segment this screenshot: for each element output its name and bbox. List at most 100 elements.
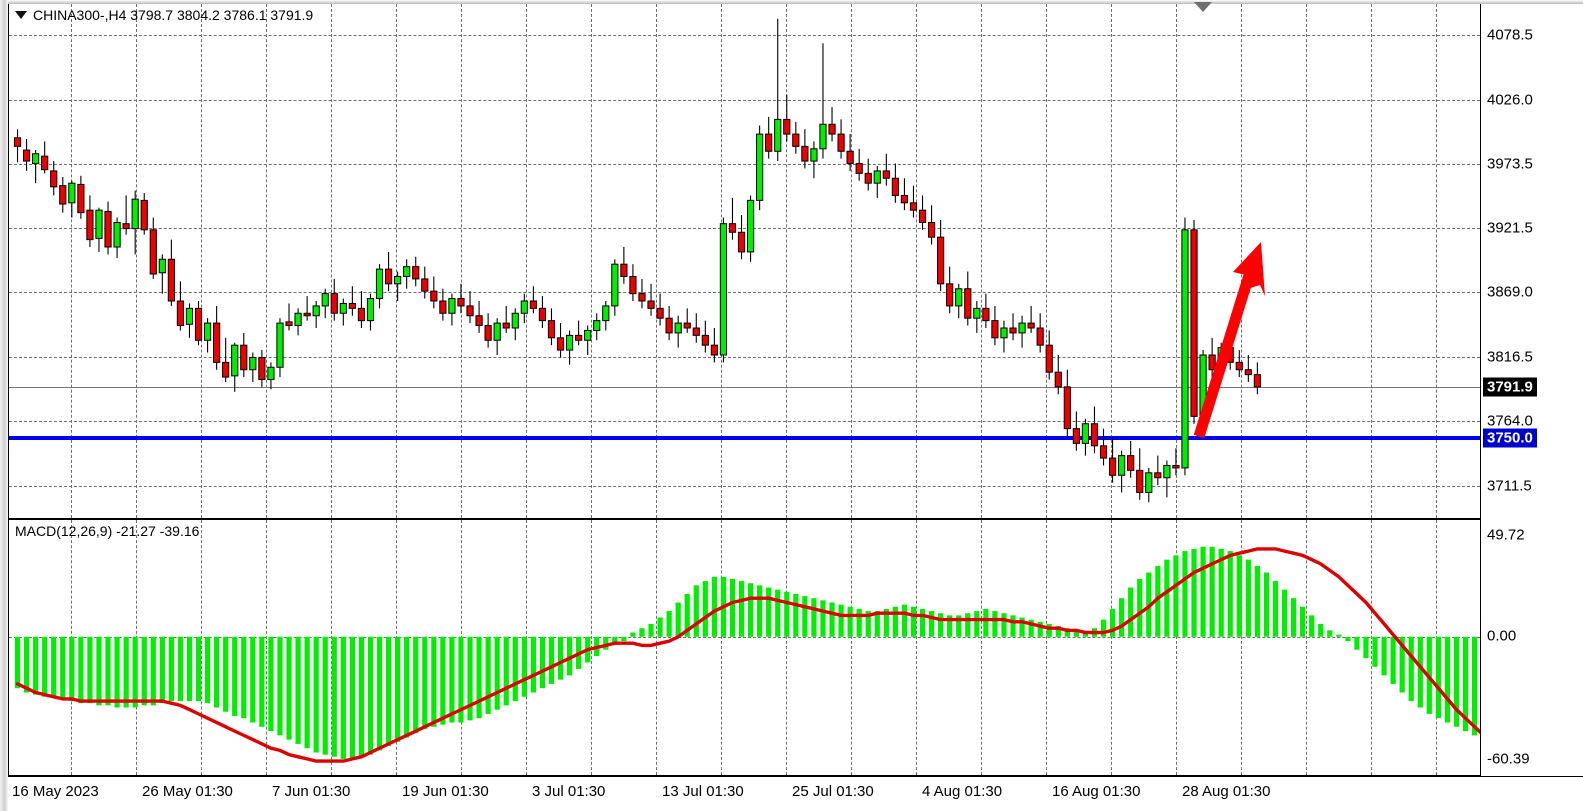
macd-histogram-bar <box>195 636 202 702</box>
time-gridline <box>851 520 852 775</box>
candle-body-bearish <box>864 172 872 184</box>
macd-histogram-bar <box>1182 551 1188 637</box>
macd-histogram-bar <box>268 636 274 732</box>
time-gridline <box>1306 520 1307 775</box>
candle-body-bullish <box>113 221 121 248</box>
macd-plot-area[interactable] <box>9 520 1480 775</box>
candle-body-bearish <box>439 300 447 314</box>
price-gridline <box>9 485 1480 487</box>
candle-body-bullish <box>68 182 76 204</box>
macd-histogram-bar <box>467 636 473 721</box>
macd-histogram-bar <box>811 598 817 637</box>
macd-histogram-bar <box>1055 626 1061 637</box>
macd-histogram-bar <box>1272 581 1279 637</box>
candle-body-bearish <box>547 320 556 339</box>
candle-body-bearish <box>792 133 800 147</box>
price-chart-pane[interactable]: CHINA300-,H4 3798.7 3804.2 3786.1 3791.9 <box>8 4 1481 519</box>
macd-histogram-bar <box>449 636 455 723</box>
candle-body-bearish <box>502 322 510 329</box>
price-axis-scale[interactable]: 4078.5 4026.0 3973.5 3921.5 3869.0 3816.5 3764… <box>1481 4 1583 519</box>
candle-body-bullish <box>1118 455 1126 476</box>
macd-histogram-bar <box>621 636 627 642</box>
macd-histogram-bar <box>1300 606 1306 637</box>
macd-histogram-bar <box>78 636 84 704</box>
macd-histogram-bar <box>14 636 21 689</box>
macd-histogram-bar <box>168 636 174 702</box>
macd-histogram-bar <box>177 636 184 702</box>
price-tick-label: 3816.5 <box>1487 348 1533 366</box>
macd-histogram-bar <box>630 632 636 637</box>
macd-histogram-bar <box>1155 566 1161 637</box>
macd-histogram-bar <box>376 636 383 751</box>
candle-body-bearish <box>855 163 863 174</box>
macd-histogram-bar <box>277 636 283 736</box>
time-gridline <box>201 520 202 775</box>
time-gridline <box>916 4 917 518</box>
candle-body-bullish <box>873 170 881 184</box>
candle-body-bearish <box>783 118 791 135</box>
macd-histogram-bar <box>1390 636 1396 684</box>
caret-down-icon[interactable] <box>15 11 27 19</box>
time-axis-label: 13 Jul 01:30 <box>662 783 744 800</box>
candle-body-bearish <box>457 298 465 307</box>
candle-body-bearish <box>1099 445 1108 459</box>
price-plot-area[interactable] <box>9 4 1480 518</box>
time-gridline <box>331 520 332 775</box>
macd-indicator-pane[interactable]: MACD(12,26,9) -21.27 -39.16 <box>8 519 1481 776</box>
candle-body-bullish <box>312 305 320 317</box>
macd-histogram-bar <box>1245 559 1251 637</box>
macd-histogram-bar <box>349 636 355 759</box>
macd-histogram-bar <box>214 636 220 708</box>
macd-histogram-bar <box>105 636 111 706</box>
time-gridline <box>916 520 917 775</box>
macd-histogram-bar <box>503 636 509 706</box>
price-tick-label: 3973.5 <box>1487 155 1533 173</box>
macd-histogram-bar <box>33 636 39 695</box>
candle-body-bullish <box>1018 322 1026 334</box>
macd-histogram-bar <box>666 611 672 637</box>
candle-body-bearish <box>946 283 954 307</box>
candle-body-bullish <box>32 153 40 165</box>
macd-histogram-bar <box>23 636 30 693</box>
macd-histogram-bar <box>1354 636 1360 650</box>
macd-histogram-bar <box>250 636 256 723</box>
time-axis-label: 26 May 01:30 <box>142 783 233 800</box>
candle-body-bearish <box>357 307 366 322</box>
macd-histogram-bar <box>1209 546 1215 637</box>
time-axis-label: 4 Aug 01:30 <box>922 783 1003 800</box>
collapse-triangle-icon[interactable] <box>1194 2 1212 12</box>
macd-histogram-bar <box>566 636 573 676</box>
candle-body-bearish <box>240 344 248 371</box>
macd-histogram-bar <box>1363 636 1369 659</box>
macd-histogram-bar <box>69 636 75 702</box>
macd-axis-scale[interactable]: 49.72 0.00 -60.39 <box>1481 519 1583 776</box>
candle-body-bearish <box>421 278 429 292</box>
macd-signal-line <box>15 547 1480 763</box>
macd-histogram-bar <box>612 636 618 644</box>
candle-body-bullish <box>602 305 610 322</box>
candle-body-bullish <box>746 199 755 253</box>
macd-histogram-bar <box>1281 589 1288 637</box>
macd-histogram-bar <box>820 600 826 637</box>
candle-body-bearish <box>213 322 221 363</box>
candle-body-bullish <box>185 307 194 325</box>
time-axis-label: 28 Aug 01:30 <box>1182 783 1271 800</box>
macd-histogram-bar <box>838 604 844 637</box>
candle-body-bearish <box>41 155 49 171</box>
time-gridline <box>201 4 202 518</box>
candle-body-bullish <box>131 198 139 230</box>
time-gridline <box>331 4 332 518</box>
candle-body-bearish <box>728 223 737 233</box>
macd-histogram-bar <box>1100 619 1107 637</box>
time-axis[interactable]: 16 May 2023 26 May 01:30 7 Jun 01:30 19 Jun… <box>8 776 1583 811</box>
support-level-line[interactable] <box>9 436 1480 441</box>
price-tick-label: 3921.5 <box>1487 219 1533 237</box>
candle-body-bearish <box>556 337 565 351</box>
candle-body-bullish <box>565 334 574 351</box>
macd-histogram-bar <box>458 636 464 723</box>
candle-body-bearish <box>258 356 266 381</box>
macd-histogram-bar <box>60 636 66 699</box>
macd-histogram-bar <box>1381 636 1387 676</box>
macd-tick-label: -60.39 <box>1487 750 1530 768</box>
